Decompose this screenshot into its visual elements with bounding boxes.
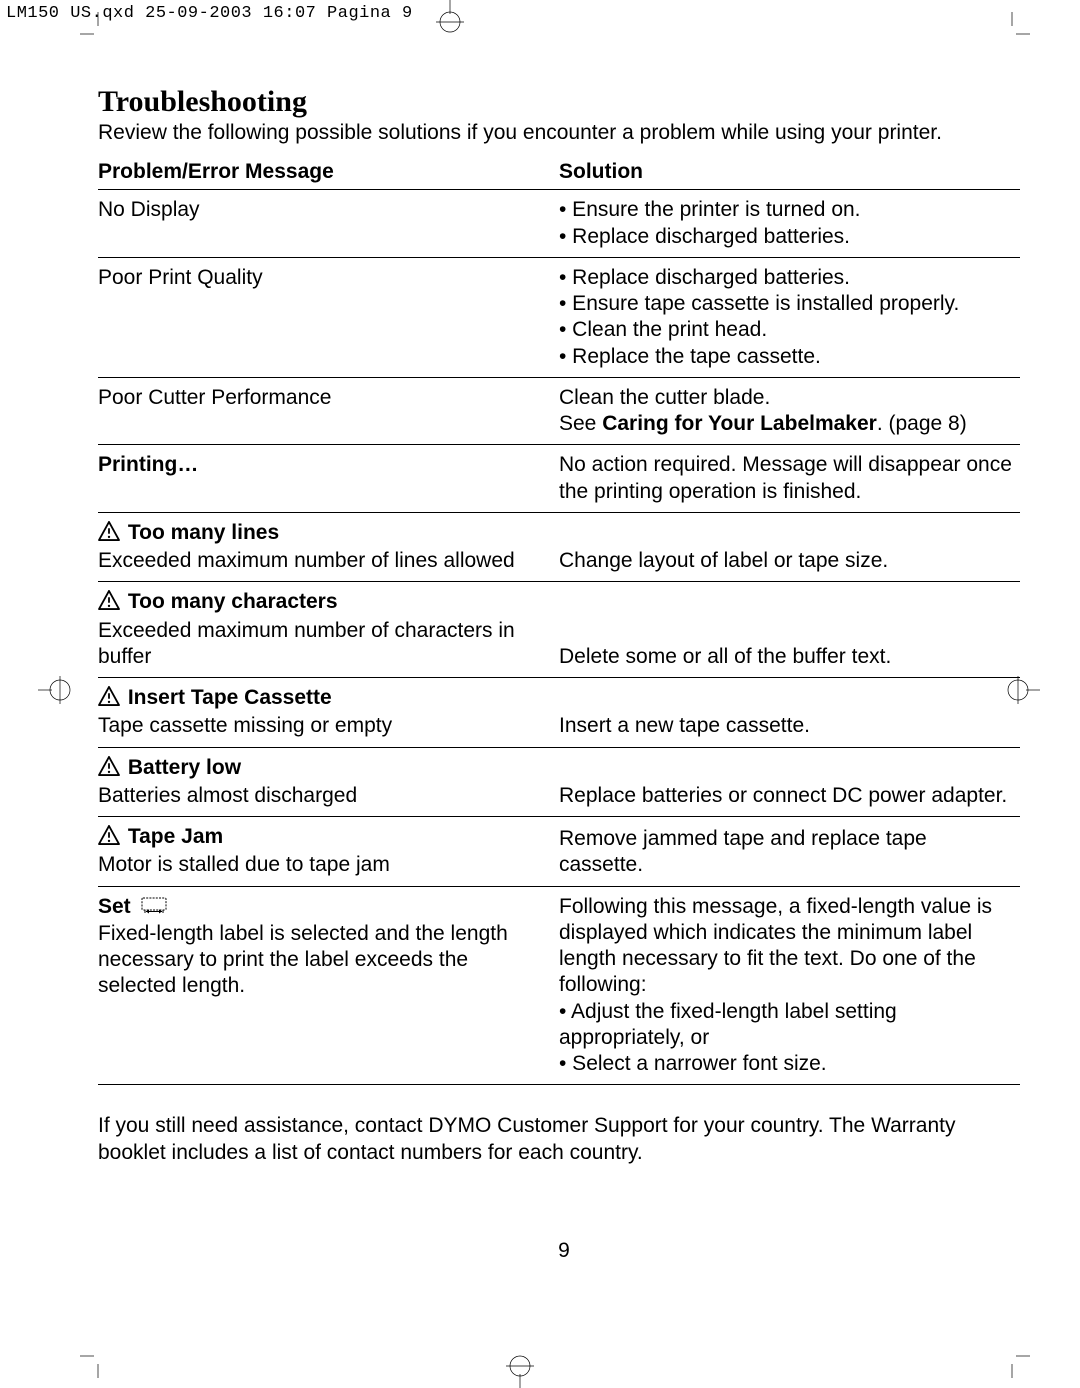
problem-title: Too many characters bbox=[128, 590, 338, 613]
solution-cell: Clean the cutter blade. See Caring for Y… bbox=[559, 377, 1020, 445]
table-row: No Display • Ensure the printer is turne… bbox=[98, 190, 1020, 258]
problem-desc: Fixed-length label is selected and the l… bbox=[98, 922, 508, 998]
warning-icon bbox=[98, 590, 120, 617]
fixed-length-icon bbox=[140, 895, 168, 921]
problem-desc: Tape cassette missing or empty bbox=[98, 714, 392, 737]
warning-icon bbox=[98, 825, 120, 852]
problem-desc: Exceeded maximum number of characters in… bbox=[98, 619, 515, 668]
table-row: Poor Print Quality • Replace discharged … bbox=[98, 257, 1020, 377]
table-row: Too many lines Exceeded maximum number o… bbox=[98, 512, 1020, 582]
problem-desc: Exceeded maximum number of lines allowed bbox=[98, 549, 515, 572]
problem-cell: Poor Print Quality bbox=[98, 257, 559, 377]
intro-text: Review the following possible solutions … bbox=[98, 121, 1020, 145]
solution-cell: • Ensure the printer is turned on. • Rep… bbox=[559, 190, 1020, 258]
problem-cell: Too many lines Exceeded maximum number o… bbox=[98, 512, 559, 582]
table-row: Tape Jam Motor is stalled due to tape ja… bbox=[98, 817, 1020, 887]
outro-text: If you still need assistance, contact DY… bbox=[98, 1113, 1020, 1166]
problem-cell: Insert Tape Cassette Tape cassette missi… bbox=[98, 678, 559, 748]
page-frame: Troubleshooting Review the following pos… bbox=[98, 30, 1030, 1358]
warning-icon bbox=[98, 756, 120, 783]
content-area: Troubleshooting Review the following pos… bbox=[98, 85, 1030, 1166]
problem-cell: Too many characters Exceeded maximum num… bbox=[98, 582, 559, 678]
crop-mark-left bbox=[38, 670, 78, 710]
col-solution-header: Solution bbox=[559, 155, 1020, 190]
solution-cell: Insert a new tape cassette. bbox=[559, 678, 1020, 748]
solution-text-bold: Caring for Your Labelmaker bbox=[602, 412, 877, 435]
problem-title: Tape Jam bbox=[128, 825, 223, 848]
solution-cell: Replace batteries or connect DC power ad… bbox=[559, 747, 1020, 817]
solution-cell: Remove jammed tape and replace tape cass… bbox=[559, 817, 1020, 887]
page-title: Troubleshooting bbox=[98, 85, 1020, 119]
prepress-header: LM150 US.qxd 25-09-2003 16:07 Pagina 9 bbox=[0, 0, 419, 27]
col-problem-header: Problem/Error Message bbox=[98, 155, 559, 190]
problem-cell: Printing… bbox=[98, 445, 559, 513]
problem-title: Battery low bbox=[128, 756, 241, 779]
warning-icon bbox=[98, 521, 120, 548]
solution-cell: Following this message, a fixed-length v… bbox=[559, 886, 1020, 1085]
problem-title: Too many lines bbox=[128, 521, 279, 544]
problem-cell: Tape Jam Motor is stalled due to tape ja… bbox=[98, 817, 559, 887]
warning-icon bbox=[98, 686, 120, 713]
table-row: Too many characters Exceeded maximum num… bbox=[98, 582, 1020, 678]
table-row: Poor Cutter Performance Clean the cutter… bbox=[98, 377, 1020, 445]
troubleshooting-table: Problem/Error Message Solution No Displa… bbox=[98, 155, 1020, 1085]
problem-desc: Batteries almost discharged bbox=[98, 784, 357, 807]
problem-cell: Poor Cutter Performance bbox=[98, 377, 559, 445]
solution-text-c: . (page 8) bbox=[877, 412, 967, 435]
problem-cell: Set Fixed-length label is selected and t… bbox=[98, 886, 559, 1085]
table-row: Printing… No action required. Message wi… bbox=[98, 445, 1020, 513]
table-row: Insert Tape Cassette Tape cassette missi… bbox=[98, 678, 1020, 748]
problem-title: Insert Tape Cassette bbox=[128, 686, 332, 709]
table-row: Battery low Batteries almost discharged … bbox=[98, 747, 1020, 817]
solution-cell: • Replace discharged batteries. • Ensure… bbox=[559, 257, 1020, 377]
table-header-row: Problem/Error Message Solution bbox=[98, 155, 1020, 190]
page-number: 9 bbox=[98, 1239, 1030, 1263]
problem-desc: Motor is stalled due to tape jam bbox=[98, 853, 390, 876]
problem-title: Set bbox=[98, 895, 131, 918]
solution-cell: Change layout of label or tape size. bbox=[559, 512, 1020, 582]
problem-cell: Battery low Batteries almost discharged bbox=[98, 747, 559, 817]
solution-cell: No action required. Message will disappe… bbox=[559, 445, 1020, 513]
problem-cell: No Display bbox=[98, 190, 559, 258]
table-row: Set Fixed-length label is selected and t… bbox=[98, 886, 1020, 1085]
solution-cell: Delete some or all of the buffer text. bbox=[559, 582, 1020, 678]
